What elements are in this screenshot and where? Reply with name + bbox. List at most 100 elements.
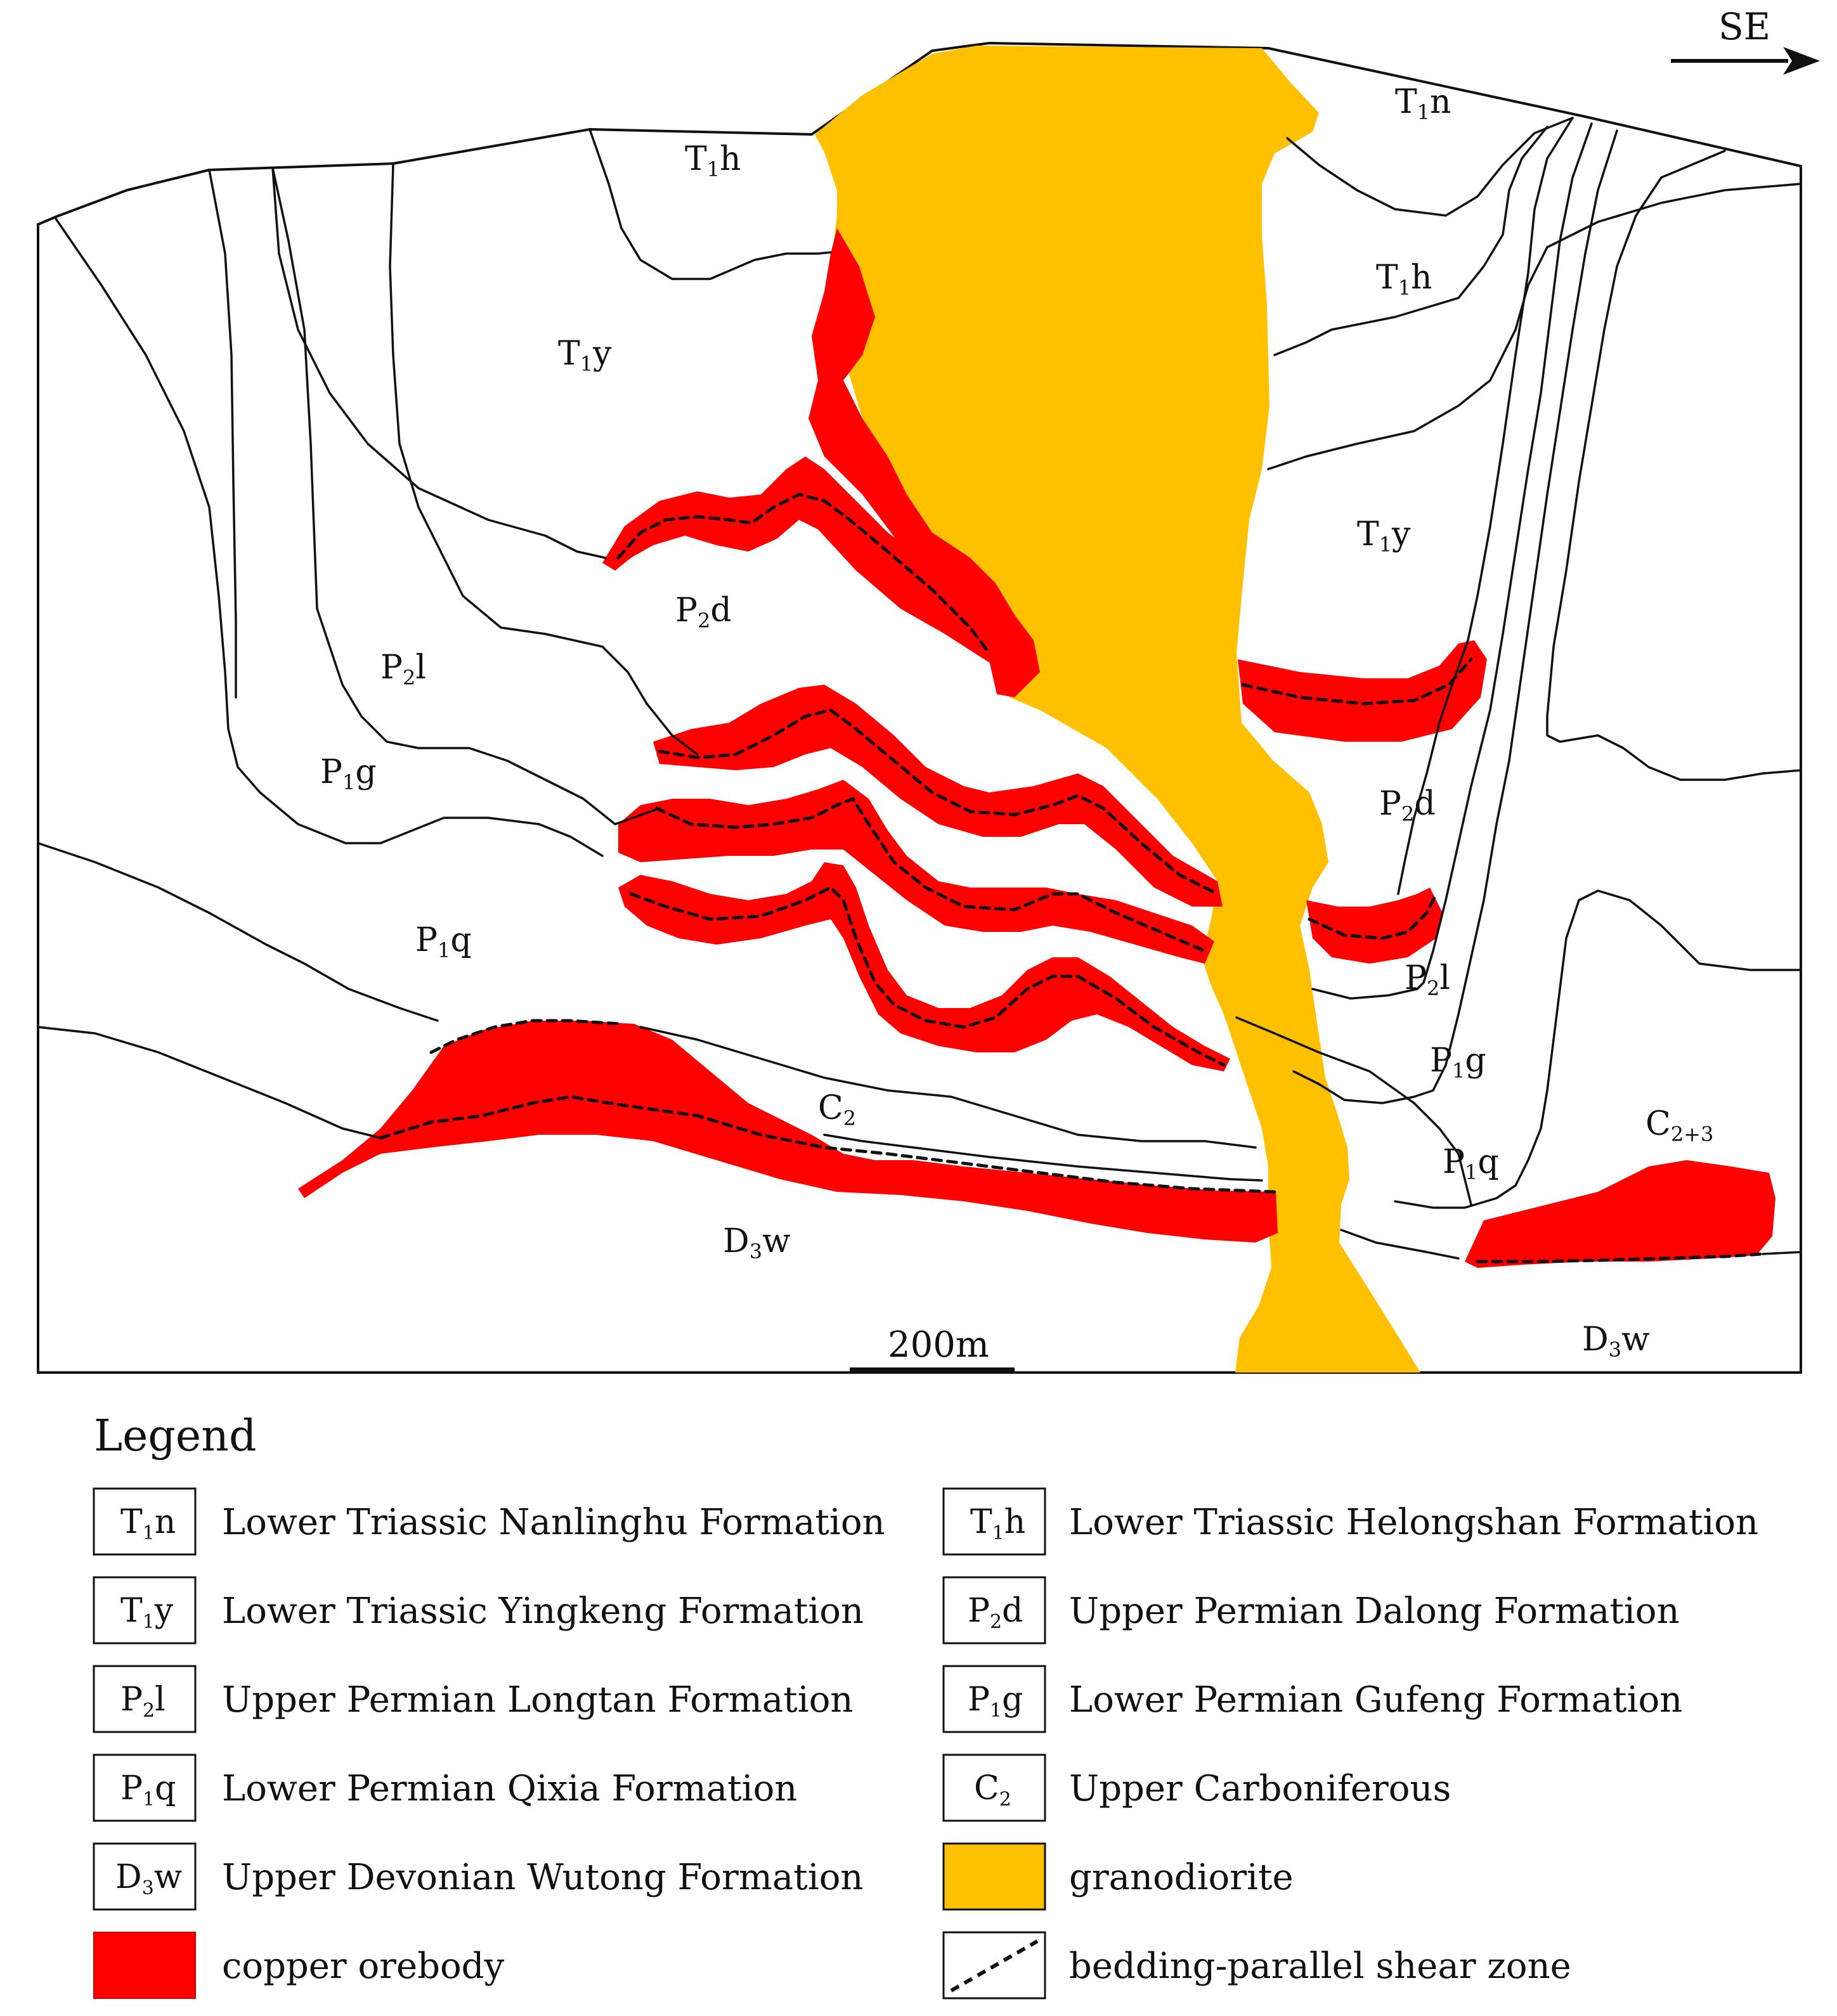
legend: Legend T1n Lower Triassic Nanlinghu Form… [93,1411,1758,2000]
legend-item-p1g: P1g Lower Permian Gufeng Formation [942,1665,1682,1733]
orebody-c23-right [1465,1160,1775,1268]
legend-code: P1g [968,1681,1023,1722]
boundary-line [823,1134,1263,1182]
legend-swatch [93,1842,197,1911]
label-p2l-left: P2l [380,649,426,690]
legend-swatch [93,1487,197,1556]
boundary-line [1235,1016,1472,1206]
legend-text: Upper Devonian Wutong Formation [222,1857,863,1898]
legend-text: bedding-parallel shear zone [1069,1946,1571,1987]
legend-code: P2l [120,1681,166,1722]
label-p2d-left: P2d [675,591,732,633]
legend-code: T1y [120,1592,174,1633]
boundary-line [1546,150,1802,781]
legend-item-shear-zone: bedding-parallel shear zone [942,1931,1571,2000]
boundary-line [37,1026,382,1139]
legend-title: Legend [94,1411,257,1461]
boundary-line [1286,117,1574,217]
legend-item-p2l: P2l Upper Permian Longtan Formation [93,1665,853,1733]
boundary-line [1311,122,1593,1000]
legend-text: granodiorite [1069,1857,1294,1898]
legend-swatch [93,1665,197,1733]
label-d3w-left: D3w [723,1222,791,1263]
boundary-line [1397,117,1574,895]
shear-zone [1241,657,1473,706]
boundary-line [1762,1251,1802,1255]
shear-zone [629,885,1226,1067]
shear-zone [616,493,991,655]
legend-item-p1q: P1q Lower Permian Qixia Formation [93,1754,797,1822]
boundary-line [639,1026,1257,1149]
legend-text: Lower Triassic Helongshan Formation [1069,1502,1758,1543]
boundary-line [389,164,699,756]
label-p2l-right: P2l [1405,959,1450,1000]
label-t1n: T1n [1395,83,1451,124]
boundary-line [1292,129,1618,1104]
legend-swatch [93,1576,197,1644]
label-p1q-right: P1q [1443,1143,1499,1184]
label-p1g-left: P1g [320,753,377,794]
label-p2d-right: P2d [1379,785,1436,826]
legend-text: Upper Permian Longtan Formation [222,1679,853,1721]
orebody-right-middle [1306,888,1443,964]
scale-bar: 200m [850,1324,1015,1371]
legend-text: copper orebody [222,1946,505,1987]
shear-zone [658,708,1219,896]
granodiorite-intrusion [815,46,1420,1373]
orebody-upper-left-fold [602,456,1002,662]
shear-zone [654,796,1207,953]
legend-code: T1n [120,1503,176,1544]
boundary-line [588,128,832,280]
legend-code: D3w [115,1858,182,1899]
scale-bar-label: 200m [888,1324,989,1366]
legend-shear-symbol [950,1939,1039,1993]
legend-swatch [942,1665,1046,1733]
legend-item-t1y: T1y Lower Triassic Yingkeng Formation [93,1576,864,1644]
boundary-line [271,167,661,825]
orebody-c2-lower [298,1021,1278,1243]
direction-arrow-head [1783,47,1820,75]
legend-item-t1h: T1h Lower Triassic Helongshan Formation [942,1487,1758,1556]
legend-swatch [942,1487,1046,1556]
legend-text: Lower Permian Qixia Formation [222,1768,797,1809]
boundary-line [1273,126,1548,356]
legend-item-t1n: T1n Lower Triassic Nanlinghu Formation [93,1487,885,1556]
legend-item-d3w: D3w Upper Devonian Wutong Formation [93,1842,863,1911]
boundary-line [55,217,604,857]
label-p1g-right: P1g [1430,1042,1486,1083]
legend-text: Lower Triassic Yingkeng Formation [222,1591,864,1632]
label-t1h-right: T1h [1376,259,1432,300]
legend-swatch [93,1754,197,1822]
shear-zone [1308,892,1438,940]
legend-text: Upper Permian Dalong Formation [1069,1591,1680,1632]
legend-swatch-ore [93,1932,196,1999]
legend-code: T1h [970,1503,1025,1544]
label-d3w-right: D3w [1582,1321,1650,1362]
legend-code: P2d [968,1592,1023,1633]
legend-item-c2: C2 Upper Carboniferous [942,1754,1451,1822]
label-t1y-left: T1y [558,335,612,376]
orebody-middle-fold-3 [618,862,1230,1071]
legend-text: Lower Permian Gufeng Formation [1069,1679,1682,1721]
label-p1q-left: P1q [415,921,472,962]
legend-swatch [942,1754,1046,1822]
legend-item-copper-orebody: copper orebody [93,1932,505,1999]
shear-zone [429,1019,623,1054]
label-c2: C2 [818,1089,856,1130]
shear-zone [379,1095,1276,1194]
stratigraphic-boundaries [37,117,1802,1260]
label-t1h-left: T1h [685,140,741,181]
orebody-right-upper [1238,640,1487,742]
legend-code: P1q [120,1769,176,1811]
bedding-parallel-shear-zones [379,493,1765,1263]
label-t1y-right: T1y [1357,515,1411,557]
boundary-line [1340,1229,1460,1260]
legend-item-granodiorite: granodiorite [942,1842,1294,1911]
direction-indicator: SE [1671,5,1820,75]
shear-zone [1476,1252,1765,1263]
legend-swatch-granodiorite [942,1842,1046,1911]
label-c23: C2+3 [1646,1105,1713,1146]
legend-item-p2d: P2d Upper Permian Dalong Formation [942,1576,1680,1644]
legend-code: C2 [974,1769,1011,1811]
